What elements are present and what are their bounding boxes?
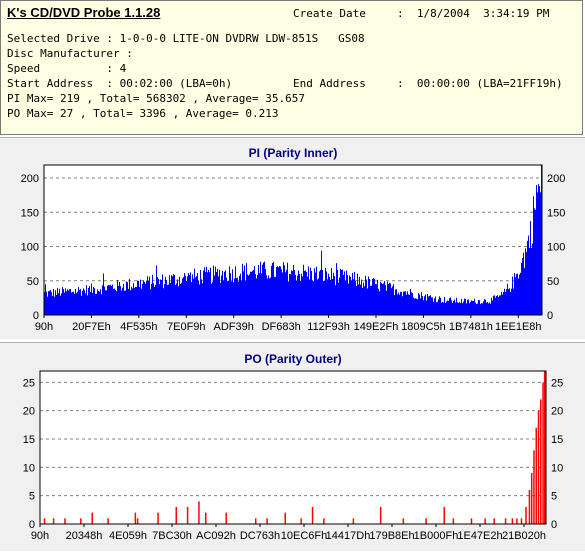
x-tick-label: 10EC6Fh [281, 530, 327, 542]
plot-frame [39, 370, 547, 525]
app-title: K's CD/DVD Probe 1.1.28 [7, 5, 161, 20]
y-tick-label: 200 [21, 173, 39, 185]
y-tick-label-right: 5 [551, 491, 557, 503]
data-bars [43, 371, 546, 524]
x-tick-label: 1809C5h [401, 321, 446, 333]
x-tick-label: 4E059h [109, 530, 147, 542]
y-tick-label: 100 [21, 242, 39, 254]
x-tick-label: 1EE1E8h [495, 321, 541, 333]
x-tick-label: 1E47E2h [457, 530, 502, 542]
po-chart-panel: PO (Parity Outer) 0 0 5 5 10 10 15 15 20 20 25 25 90h… [0, 342, 585, 551]
y-tick-label-right: 100 [547, 242, 565, 254]
disc-manufacturer: Disc Manufacturer : [7, 47, 133, 60]
x-tick-label: ADF39h [214, 321, 254, 333]
create-date-label: Create Date [293, 7, 366, 20]
plot-frame [43, 164, 543, 316]
y-tick-label-right: 15 [551, 434, 563, 446]
pi-chart: PI (Parity Inner) 0 0 50 50 100 100 150 150 200 20… [21, 146, 566, 333]
x-tick-label: 4F535h [120, 321, 157, 333]
end-address-label: End Address [293, 77, 366, 90]
x-tick-label: 14417Dh [326, 530, 371, 542]
po-chart: PO (Parity Outer) 0 0 5 5 10 10 15 15 20 20 25 25 90h… [23, 352, 564, 542]
y-tick-label-right: 50 [547, 276, 559, 288]
y-tick-label: 10 [23, 462, 35, 474]
y-tick-label: 150 [21, 207, 39, 219]
y-tick-label-right: 150 [547, 207, 565, 219]
y-tick-label: 0 [33, 310, 39, 322]
x-tick-label: 1B000Fh [414, 530, 459, 542]
y-tick-label-right: 200 [547, 173, 565, 185]
y-tick-label-right: 25 [551, 377, 563, 389]
y-tick-label: 25 [23, 377, 35, 389]
x-tick-label: DF683h [262, 321, 301, 333]
y-tick-label-right: 10 [551, 462, 563, 474]
pi-stats: PI Max= 219 , Total= 568302 , Average= 3… [7, 92, 306, 105]
y-tick-label: 20 [23, 406, 35, 418]
chart-title: PI (Parity Inner) [249, 146, 338, 160]
x-tick-label: 149E2Fh [354, 321, 399, 333]
end-address-value: : 00:00:00 (LBA=21FF19h) [397, 77, 563, 90]
plot-area [40, 371, 546, 524]
x-tick-label: AC092h [196, 530, 236, 542]
y-tick-label-right: 0 [547, 310, 553, 322]
y-tick-label: 0 [29, 519, 35, 531]
x-tick-label: 90h [35, 321, 53, 333]
x-tick-label: 7BC30h [152, 530, 192, 542]
y-tick-label: 50 [27, 276, 39, 288]
x-tick-label: 20F7Eh [72, 321, 111, 333]
y-tick-label-right: 0 [551, 519, 557, 531]
x-tick-label: 21B020h [502, 530, 546, 542]
speed: Speed : 4 [7, 62, 127, 75]
y-tick-label-right: 20 [551, 406, 563, 418]
y-tick-label: 5 [29, 491, 35, 503]
start-address: Start Address : 00:02:00 (LBA=0h) [7, 77, 233, 90]
x-tick-label: 1B7481h [449, 321, 493, 333]
data-bars [44, 165, 542, 315]
chart-title: PO (Parity Outer) [244, 352, 341, 366]
x-tick-label: 7E0F9h [167, 321, 206, 333]
disc-info-panel: K's CD/DVD Probe 1.1.28 Create Date : 1/… [0, 0, 583, 135]
po-stats: PO Max= 27 , Total= 3396 , Average= 0.21… [7, 107, 279, 120]
create-date-value: : 1/8/2004 3:34:19 PM [397, 7, 550, 20]
selected-drive: Selected Drive : 1-0-0-0 LITE-ON DVDRW L… [7, 32, 365, 45]
y-tick-label: 15 [23, 434, 35, 446]
x-tick-label: 179B8Eh [369, 530, 414, 542]
x-tick-label: 90h [31, 530, 49, 542]
x-tick-label: 20348h [66, 530, 103, 542]
x-tick-label: DC763h [240, 530, 280, 542]
pi-chart-panel: PI (Parity Inner) 0 0 50 50 100 100 150 150 200 20… [0, 137, 585, 339]
x-tick-label: 112F93h [307, 321, 350, 333]
